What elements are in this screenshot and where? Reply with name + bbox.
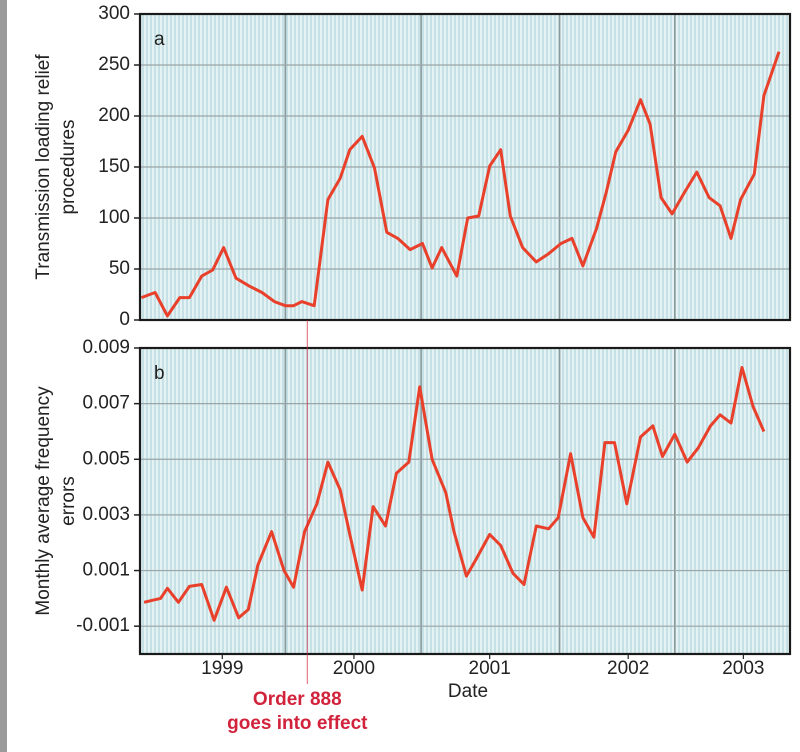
y-axis-label: errors: [58, 476, 79, 526]
plot-border: [138, 346, 792, 656]
panel-label: b: [154, 363, 165, 384]
x-tick-label: 2003: [722, 658, 764, 679]
y-tick-label: 0.005: [82, 448, 130, 469]
annotation-text: goes into effect: [227, 713, 368, 734]
y-tick-label: 250: [98, 54, 130, 75]
y-tick-label: 50: [109, 258, 130, 279]
data-line: [140, 51, 781, 318]
x-tick-label: 2001: [469, 658, 511, 679]
y-tick-label: 200: [98, 105, 130, 126]
y-tick-label: 300: [98, 3, 130, 24]
data-line: [143, 366, 766, 622]
y-tick-label: 100: [98, 207, 130, 228]
x-axis-label: Date: [448, 681, 488, 702]
y-tick-label: 0.001: [82, 560, 130, 581]
y-tick-label: -0.001: [76, 615, 130, 636]
y-axis-label: Transmission loading relief: [33, 54, 54, 280]
y-tick-label: 0: [119, 309, 130, 330]
panel-label: a: [154, 29, 165, 50]
x-tick-label: 2000: [333, 658, 375, 679]
page-edge: [0, 0, 7, 752]
y-tick-label: 0.007: [82, 393, 130, 414]
x-tick-label: 2002: [607, 658, 649, 679]
plot-background: [140, 348, 790, 654]
y-axis-label: procedures: [58, 119, 79, 214]
annotation-text: Order 888: [253, 689, 342, 710]
y-axis-label: Monthly average frequency: [33, 386, 54, 616]
y-tick-label: 150: [98, 156, 130, 177]
y-tick-label: 0.009: [82, 337, 130, 358]
plot-border: [138, 12, 792, 322]
x-tick-label: 1999: [201, 658, 243, 679]
y-tick-label: 0.003: [82, 504, 130, 525]
